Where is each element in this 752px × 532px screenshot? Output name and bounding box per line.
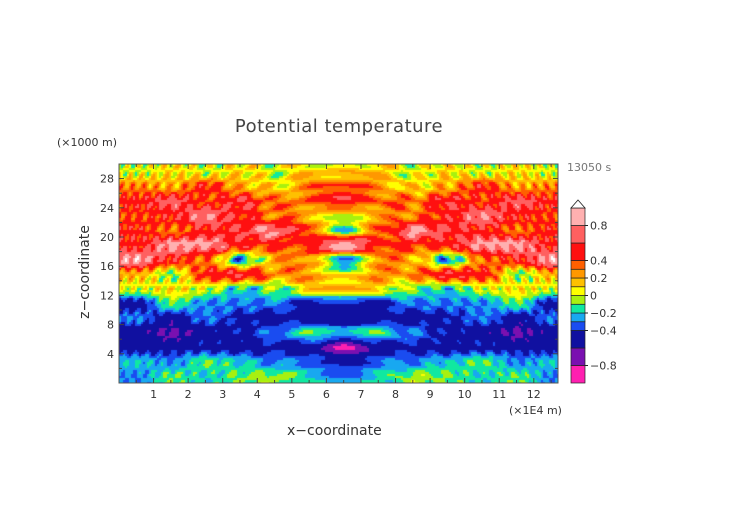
x-axis-label: x−coordinate <box>287 423 382 439</box>
y-tick-label: 28 <box>100 173 114 186</box>
colorbar-segment <box>570 286 586 296</box>
y-axis-unit: (×1000 m) <box>57 136 118 149</box>
colorbar-label: 0 <box>590 290 597 303</box>
chart-title: Potential temperature <box>234 116 444 137</box>
x-tick-label: 5 <box>288 388 295 401</box>
x-tick-label: 4 <box>254 388 261 401</box>
colorbar-segment <box>570 295 586 305</box>
x-tick-label: 9 <box>427 388 434 401</box>
colorbar-segment <box>570 207 586 226</box>
colorbar-segment <box>570 330 586 349</box>
colorbar-label: 0.4 <box>590 255 608 268</box>
x-tick-label: 6 <box>323 388 330 401</box>
time-label: 13050 s <box>567 161 612 174</box>
colorbar-segment <box>570 312 586 323</box>
colorbar-segment <box>570 260 586 270</box>
x-tick-label: 12 <box>527 388 541 401</box>
colorbar-segment <box>570 365 586 384</box>
colorbar-segment <box>570 277 586 288</box>
colorbar-label: −0.8 <box>590 360 617 373</box>
colorbar-label: −0.2 <box>590 307 617 320</box>
y-tick-label: 12 <box>100 289 114 302</box>
x-tick-label: 8 <box>392 388 399 401</box>
x-tick-label: 7 <box>357 388 364 401</box>
colorbar-segment <box>570 242 586 261</box>
y-tick-label: 8 <box>107 319 114 332</box>
colorbar-label: 0.2 <box>590 272 608 285</box>
y-tick-label: 4 <box>107 348 114 361</box>
colorbar-segment <box>570 225 586 244</box>
x-tick-label: 2 <box>185 388 192 401</box>
colorbar-label: 0.8 <box>590 220 608 233</box>
x-axis-unit: (×1E4 m) <box>509 404 562 417</box>
x-tick-label: 10 <box>458 388 472 401</box>
potential-temperature-field <box>119 164 558 383</box>
x-tick-label: 1 <box>150 388 157 401</box>
x-tick-label: 11 <box>492 388 506 401</box>
y-tick-label: 20 <box>100 231 114 244</box>
colorbar-segment <box>570 268 586 279</box>
x-tick-label: 3 <box>219 388 226 401</box>
colorbar-segment <box>570 303 586 314</box>
plot-frame <box>118 163 559 384</box>
y-tick-label: 24 <box>100 202 114 215</box>
y-tick-label: 16 <box>100 260 114 273</box>
colorbar-segment <box>570 321 586 331</box>
colorbar-segment <box>570 347 586 366</box>
colorbar-label: −0.4 <box>590 325 617 338</box>
colorbar-extend-triangle <box>570 199 586 209</box>
